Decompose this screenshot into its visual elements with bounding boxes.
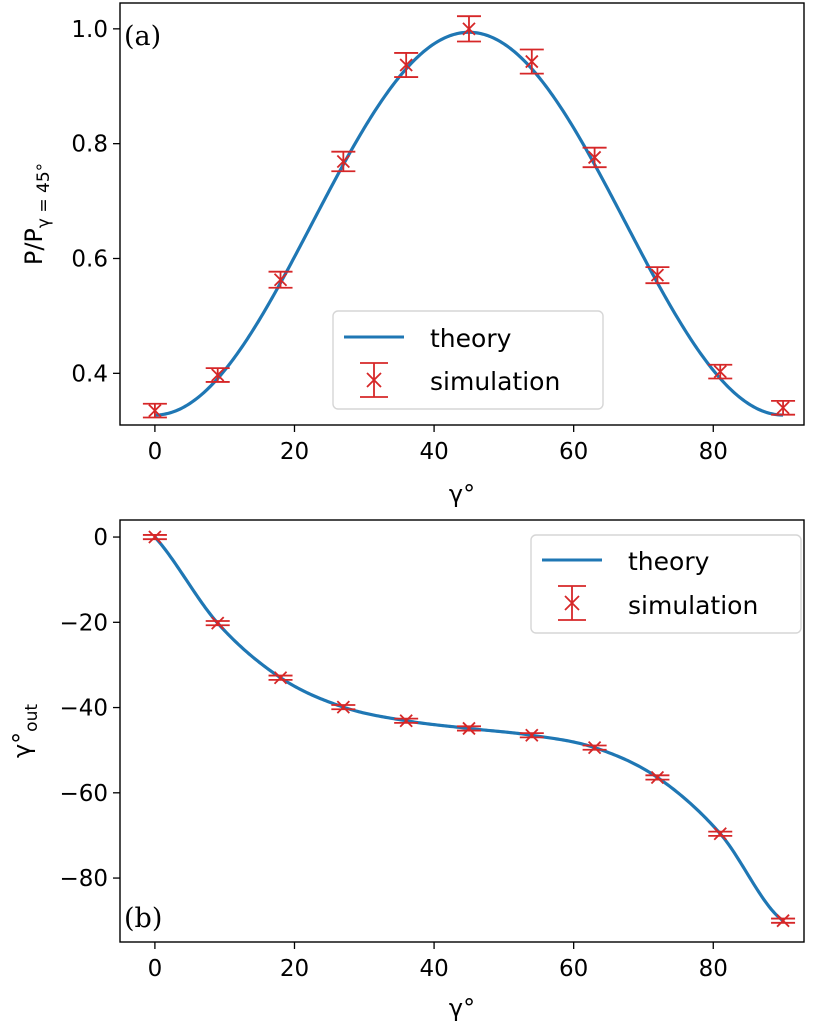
x-tick-label: 20 [280,956,309,982]
x-tick-label: 0 [148,439,163,465]
simulation-point [268,270,293,289]
simulation-point [771,914,796,928]
x-tick-label: 60 [559,439,588,465]
panel-b-x-ticks: 0 20 40 60 80 [148,942,728,982]
simulation-point [582,740,607,755]
x-marker [462,721,476,736]
panel-b-legend-theory-label: theory [628,547,710,576]
x-marker [273,671,288,685]
y-tick-label: 0.8 [71,132,108,158]
y-tick-label: −20 [59,610,108,636]
panel-b-legend-simulation-marker [558,585,586,621]
panel-a-legend: theory simulation [332,310,604,410]
x-marker [148,530,162,544]
panel-b-x-axis-label: γ° [449,994,475,1022]
panel-a-y-axis-main: P/P [20,228,48,265]
y-tick-label: 0.4 [71,361,108,387]
panel-b: 0 20 40 60 80 0−20−40−60−80 (b) γ° γ°out the… [8,519,805,1022]
x-marker [148,404,162,418]
y-tick-label: 0.6 [71,246,108,272]
simulation-point [394,714,419,728]
panel-b-plot-area [142,530,796,928]
simulation-point [519,728,544,742]
simulation-point [456,721,481,736]
panel-b-legend-simulation-label: simulation [628,591,758,620]
panel-b-y-ticks: 0 −20 −40 −60 −80 [59,525,120,892]
panel-b-label: (b) [124,903,162,934]
simulation-point [142,530,167,544]
panel-b-y-axis-sub: out [22,704,42,732]
simulation-point [331,700,356,714]
simulation-point [205,616,230,630]
panel-b-y-axis-main: γ° [8,732,36,758]
x-marker [336,700,350,714]
panel-b-frame [119,519,805,943]
x-marker [525,728,539,742]
simulation-point [268,671,293,685]
y-tick-label: 1.0 [71,17,108,43]
x-marker [399,58,413,72]
x-marker [713,827,727,841]
panel-a: 0 20 40 60 80 0.4 0.6 0.8 1.0 (a) γ° P/Pγ = 45°… [20,2,805,508]
simulation-point [331,150,356,173]
x-tick-label: 60 [559,956,588,982]
simulation-point [645,770,670,785]
x-marker [776,401,790,415]
x-marker [525,54,539,69]
y-tick-label: −40 [59,696,108,722]
x-marker [587,740,602,755]
x-tick-label: 20 [280,439,309,465]
x-marker [776,914,790,928]
panel-a-x-ticks: 0 20 40 60 80 [148,425,728,465]
y-tick-label: −60 [59,781,108,807]
x-marker [650,268,665,282]
x-marker [713,364,727,379]
x-marker [211,616,225,630]
x-marker [273,273,288,287]
x-marker [399,714,413,728]
x-marker [650,770,665,785]
panel-a-legend-simulation-marker [360,362,388,398]
panel-a-y-ticks: 0.4 0.6 0.8 1.0 [71,17,120,387]
panel-a-label: (a) [124,21,161,52]
panel-a-legend-simulation-label: simulation [430,367,560,396]
x-tick-label: 80 [699,956,728,982]
y-tick-label: −80 [59,866,108,892]
simulation-point [771,399,796,416]
x-tick-label: 40 [419,439,448,465]
simulation-point [456,15,481,43]
x-marker [211,368,225,382]
x-marker [336,154,350,169]
x-marker [587,150,602,165]
y-tick-label: 0 [93,525,108,551]
simulation-point [394,52,419,78]
panel-a-y-axis-label: P/Pγ = 45° [20,163,54,265]
panel-b-y-axis-label: γ°out [8,704,42,758]
x-tick-label: 0 [148,956,163,982]
panel-b-legend: theory simulation [530,534,802,634]
simulation-point [142,402,167,419]
x-tick-label: 40 [419,956,448,982]
simulation-point [582,146,607,169]
simulation-point [645,266,670,285]
panel-a-plot-area [142,15,796,419]
panel-a-legend-theory-label: theory [430,324,512,353]
panel-a-x-axis-label: γ° [449,480,475,508]
simulation-point [708,363,733,380]
x-tick-label: 80 [699,439,728,465]
panel-a-y-axis-sub: γ = 45° [34,163,54,228]
simulation-point [205,367,230,383]
simulation-point [708,827,733,841]
panel-a-frame [119,2,805,426]
x-marker [462,22,476,36]
simulation-point [519,48,544,75]
